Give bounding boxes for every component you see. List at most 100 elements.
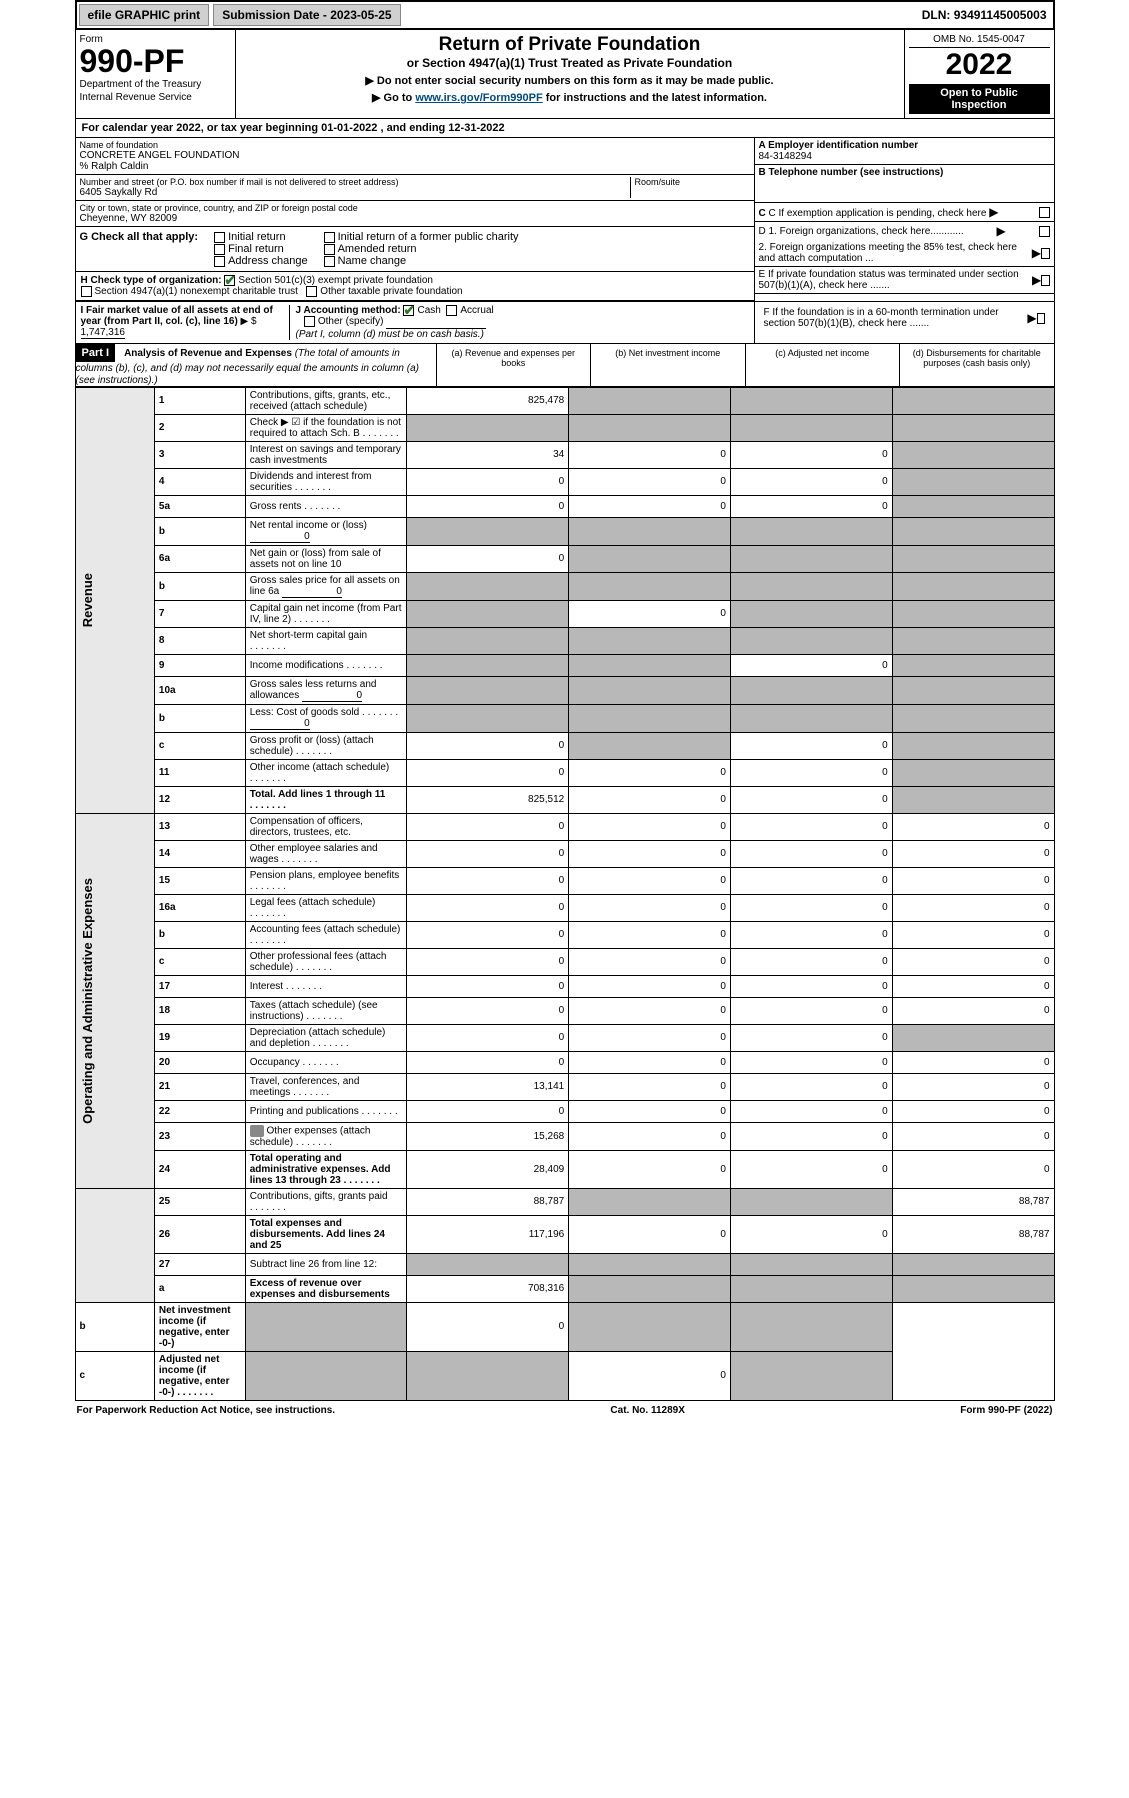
chk-address[interactable] bbox=[214, 256, 225, 267]
col-c-head: (c) Adjusted net income bbox=[745, 344, 900, 386]
row-num: c bbox=[154, 948, 245, 975]
row-num: b bbox=[154, 704, 245, 732]
col-d-val: 0 bbox=[892, 813, 1054, 840]
col-a-val: 0 bbox=[407, 759, 569, 786]
efile-print-button[interactable]: efile GRAPHIC print bbox=[79, 4, 210, 26]
section-ijf: I Fair market value of all assets at end… bbox=[75, 302, 1055, 343]
table-row: 3Interest on savings and temporary cash … bbox=[75, 441, 1054, 468]
room-label: Room/suite bbox=[635, 177, 750, 187]
city-state-zip: Cheyenne, WY 82009 bbox=[80, 213, 750, 224]
chk-4947[interactable] bbox=[81, 286, 92, 297]
chk-former[interactable] bbox=[324, 232, 335, 243]
chk-other-tax[interactable] bbox=[306, 286, 317, 297]
col-b-head: (b) Net investment income bbox=[590, 344, 745, 386]
chk-e[interactable] bbox=[1041, 275, 1049, 286]
col-a-val: 13,141 bbox=[407, 1073, 569, 1100]
g-label: G Check all that apply: bbox=[80, 231, 199, 267]
entity-info: Name of foundation CONCRETE ANGEL FOUNDA… bbox=[75, 138, 1055, 302]
row-desc: Accounting fees (attach schedule) . . . … bbox=[245, 921, 407, 948]
care-of: % Ralph Caldin bbox=[80, 161, 750, 172]
form-number: 990-PF bbox=[80, 45, 231, 77]
table-row: cAdjusted net income (if negative, enter… bbox=[75, 1351, 1054, 1400]
col-d-head: (d) Disbursements for charitable purpose… bbox=[899, 344, 1054, 386]
col-c-val: 0 bbox=[730, 813, 892, 840]
col-c-val: 0 bbox=[730, 441, 892, 468]
col-a-val: 825,478 bbox=[407, 387, 569, 414]
table-row: 4Dividends and interest from securities … bbox=[75, 468, 1054, 495]
col-b-val: 0 bbox=[569, 600, 731, 627]
chk-d1[interactable] bbox=[1039, 226, 1050, 237]
col-a-val bbox=[245, 1351, 407, 1400]
row-num: b bbox=[75, 1302, 154, 1351]
col-a-val bbox=[407, 414, 569, 441]
col-d-val: 88,787 bbox=[892, 1215, 1054, 1253]
col-a-val: 0 bbox=[407, 1024, 569, 1051]
row-num: 25 bbox=[154, 1188, 245, 1215]
col-a-head: (a) Revenue and expenses per books bbox=[436, 344, 591, 386]
row-desc: Net investment income (if negative, ente… bbox=[154, 1302, 245, 1351]
col-b-val: 0 bbox=[569, 1051, 731, 1073]
col-b-val bbox=[569, 517, 731, 545]
col-c-val: 0 bbox=[730, 1215, 892, 1253]
col-c-val: 0 bbox=[730, 654, 892, 676]
chk-amended[interactable] bbox=[324, 244, 335, 255]
table-row: 23 Other expenses (attach schedule) . . … bbox=[75, 1122, 1054, 1150]
street-address: 6405 Saykally Rd bbox=[80, 187, 630, 198]
chk-f[interactable] bbox=[1037, 313, 1045, 324]
col-c-val: 0 bbox=[730, 867, 892, 894]
col-a-val bbox=[407, 572, 569, 600]
col-c-val: 0 bbox=[730, 1122, 892, 1150]
col-b-val: 0 bbox=[569, 997, 731, 1024]
chk-final[interactable] bbox=[214, 244, 225, 255]
row-num: 13 bbox=[154, 813, 245, 840]
city-label: City or town, state or province, country… bbox=[80, 203, 750, 213]
chk-name[interactable] bbox=[324, 256, 335, 267]
instr-link[interactable]: www.irs.gov/Form990PF bbox=[415, 92, 542, 104]
col-a-val bbox=[407, 676, 569, 704]
chk-accrual[interactable] bbox=[446, 305, 457, 316]
col-d-val: 0 bbox=[892, 840, 1054, 867]
col-c-val: 0 bbox=[730, 786, 892, 813]
chk-c[interactable] bbox=[1039, 207, 1050, 218]
col-b-val bbox=[569, 704, 731, 732]
chk-initial[interactable] bbox=[214, 232, 225, 243]
col-d-val: 88,787 bbox=[892, 1188, 1054, 1215]
row-desc: Interest on savings and temporary cash i… bbox=[245, 441, 407, 468]
f-label: F If the foundation is in a 60-month ter… bbox=[764, 307, 1028, 329]
row-num: 22 bbox=[154, 1100, 245, 1122]
col-d-val bbox=[892, 676, 1054, 704]
chk-501c3[interactable] bbox=[224, 275, 235, 286]
instr-1: ▶ Do not enter social security numbers o… bbox=[242, 74, 898, 87]
name-label: Name of foundation bbox=[80, 140, 750, 150]
opt-amended: Amended return bbox=[338, 243, 417, 255]
row-num: 12 bbox=[154, 786, 245, 813]
e-label: E If private foundation status was termi… bbox=[759, 269, 1033, 291]
col-b-val bbox=[569, 545, 731, 572]
table-row: cGross profit or (loss) (attach schedule… bbox=[75, 732, 1054, 759]
col-b-val: 0 bbox=[569, 759, 731, 786]
col-b-val bbox=[569, 732, 731, 759]
col-d-val: 0 bbox=[892, 997, 1054, 1024]
chk-d2[interactable] bbox=[1041, 248, 1050, 259]
col-c-val bbox=[730, 414, 892, 441]
revenue-side-label: Revenue bbox=[80, 573, 95, 627]
col-a-val: 0 bbox=[407, 1100, 569, 1122]
col-b-val bbox=[569, 572, 731, 600]
col-b-val bbox=[569, 1188, 731, 1215]
row-num: 10a bbox=[154, 676, 245, 704]
chk-other-method[interactable] bbox=[304, 316, 315, 327]
col-d-val bbox=[892, 387, 1054, 414]
col-c-val bbox=[730, 387, 892, 414]
attachment-icon[interactable] bbox=[250, 1125, 264, 1137]
col-c-val bbox=[730, 704, 892, 732]
col-c-val: 0 bbox=[730, 495, 892, 517]
col-a-val: 825,512 bbox=[407, 786, 569, 813]
col-c-val: 0 bbox=[730, 468, 892, 495]
col-d-val bbox=[892, 732, 1054, 759]
col-a-val bbox=[407, 654, 569, 676]
table-row: bNet rental income or (loss) 0 bbox=[75, 517, 1054, 545]
chk-cash[interactable] bbox=[403, 305, 414, 316]
ein: 84-3148294 bbox=[759, 151, 1050, 162]
row-num: 7 bbox=[154, 600, 245, 627]
table-row: 15Pension plans, employee benefits . . .… bbox=[75, 867, 1054, 894]
